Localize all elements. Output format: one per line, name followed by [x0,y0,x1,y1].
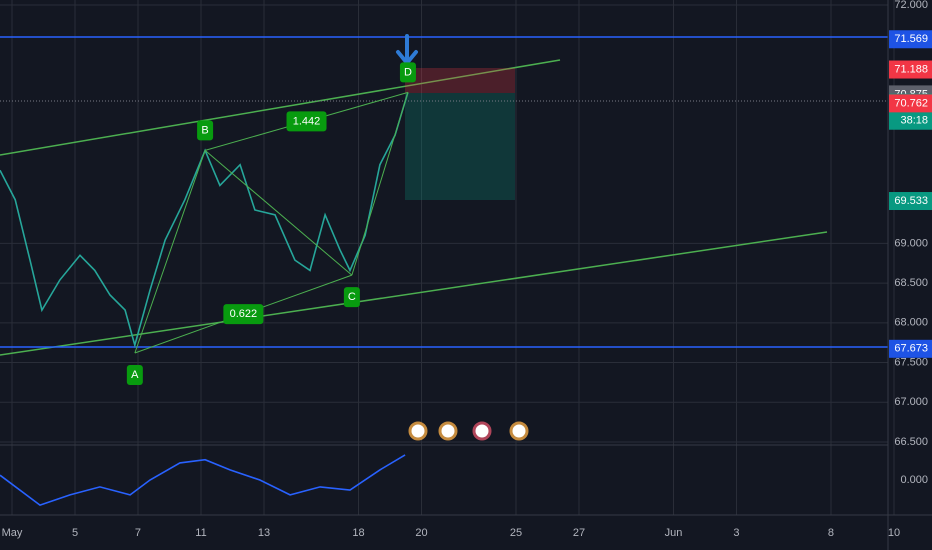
pattern-leg [204,150,353,276]
event-icon [438,421,458,441]
grid [0,0,895,515]
ratio-badge [286,111,327,132]
price-label: 67.673 [894,343,928,355]
y-tick-label: 67.500 [894,356,928,368]
price-label-bg [889,339,932,358]
event-icon [472,421,492,441]
price-label-bg [889,94,932,113]
x-tick-label: 20 [415,527,427,539]
point-badge [399,62,416,83]
y-tick-label: 67.000 [894,396,928,408]
point-badge [126,365,143,386]
x-tick-label: Jun [665,527,683,539]
price-label-bg [889,30,932,49]
y-tick-label: 68.500 [894,277,928,289]
point-label: C [348,291,356,303]
ratio-label: 0.622 [230,308,258,320]
x-tick-label: 7 [135,527,141,539]
event-icon [408,421,428,441]
target-zone [405,93,515,200]
point-badge [197,120,214,141]
price-label: 70.762 [894,97,928,109]
price-label-bg [889,192,932,211]
x-tick-label: 13 [258,527,270,539]
x-tick-label: 18 [352,527,364,539]
x-tick-label: 11 [195,527,206,539]
price-line-series [0,454,406,506]
x-tick-label: May [2,527,23,539]
x-tick-label: 10 [888,527,900,539]
event-icons [408,421,529,441]
price-label: 71.569 [894,33,928,45]
ratio-badge [223,304,264,325]
x-tick-label: 3 [733,527,739,539]
stop-zone [405,68,515,93]
channel-upper [0,59,561,156]
y-tick-label: 72.000 [894,0,928,11]
x-tick-label: 5 [72,527,78,539]
y-tick-label: 66.500 [894,436,928,448]
y-tick-label: 0.000 [900,474,928,486]
price-label: 71.188 [894,63,928,75]
point-label: B [201,124,208,136]
pattern-leg [134,150,206,354]
x-tick-label: 27 [573,527,585,539]
point-badge [343,287,360,308]
point-label: A [131,369,139,381]
x-tick-label: 25 [510,527,522,539]
event-icon [509,421,529,441]
countdown-bg [889,111,932,130]
y-tick-label: 69.000 [894,237,928,249]
countdown: 38:18 [900,115,928,127]
price-label: 69.533 [894,195,928,207]
pattern-leg [351,92,409,276]
y-tick-label: 68.000 [894,317,928,329]
x-tick-label: 8 [828,527,834,539]
point-label: D [404,66,412,78]
price-label-bg [889,60,932,79]
ratio-label: 1.442 [293,115,321,127]
